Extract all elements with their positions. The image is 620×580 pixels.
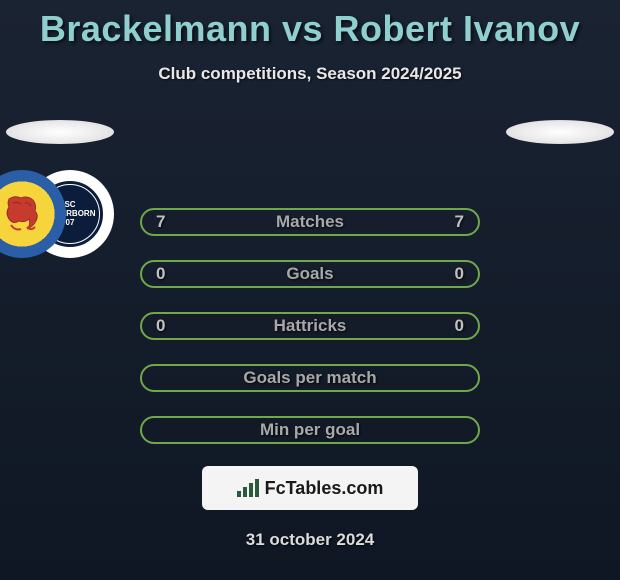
stat-label: Matches bbox=[276, 212, 344, 232]
stat-row-goals-per-match: Goals per match bbox=[140, 364, 480, 392]
stat-label: Goals bbox=[286, 264, 333, 284]
badge-text-sc: SC bbox=[64, 201, 75, 209]
date-text: 31 october 2024 bbox=[0, 530, 620, 550]
stat-label: Goals per match bbox=[243, 368, 376, 388]
branding-text: FcTables.com bbox=[265, 478, 384, 499]
page-title: Brackelmann vs Robert Ivanov bbox=[0, 8, 620, 50]
stat-row-goals: 0 Goals 0 bbox=[140, 260, 480, 288]
stat-label: Hattricks bbox=[274, 316, 347, 336]
badge-text-year: 07 bbox=[66, 219, 75, 227]
player-photo-placeholder-right bbox=[506, 120, 614, 144]
stat-right-value: 0 bbox=[455, 316, 464, 336]
stat-left-value: 7 bbox=[156, 212, 165, 232]
stat-left-value: 0 bbox=[156, 316, 165, 336]
content: SC PADERBORN 07 7 Matches 7 0 Goals 0 0 … bbox=[0, 120, 620, 550]
stat-right-value: 7 bbox=[455, 212, 464, 232]
header: Brackelmann vs Robert Ivanov Club compet… bbox=[0, 0, 620, 84]
subtitle: Club competitions, Season 2024/2025 bbox=[0, 64, 620, 84]
stat-right-value: 0 bbox=[455, 264, 464, 284]
player-photo-placeholder-left bbox=[6, 120, 114, 144]
stat-row-min-per-goal: Min per goal bbox=[140, 416, 480, 444]
branding-badge: FcTables.com bbox=[202, 466, 418, 510]
stat-row-hattricks: 0 Hattricks 0 bbox=[140, 312, 480, 340]
stat-row-matches: 7 Matches 7 bbox=[140, 208, 480, 236]
lion-icon bbox=[0, 191, 45, 237]
stat-label: Min per goal bbox=[260, 420, 360, 440]
stats-column: 7 Matches 7 0 Goals 0 0 Hattricks 0 Goal… bbox=[140, 208, 480, 444]
stat-left-value: 0 bbox=[156, 264, 165, 284]
bar-chart-icon bbox=[237, 479, 259, 497]
